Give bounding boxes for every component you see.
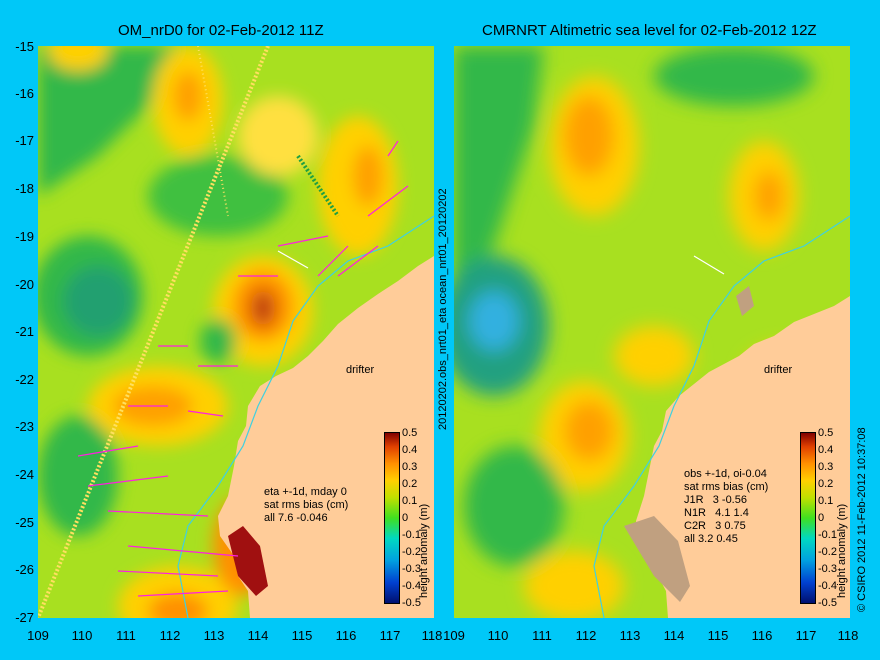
right-map-panel: drifter obs +-1d, oi-0.04 sat rms bias (… [454, 46, 850, 618]
right-map-field [454, 46, 850, 618]
right-map-title: CMRNRT Altimetric sea level for 02-Feb-2… [482, 22, 817, 39]
left-colorbar-label: height anomaly (m) [418, 503, 430, 598]
left-map-title: OM_nrD0 for 02-Feb-2012 11Z [118, 22, 324, 39]
left-map-field [38, 46, 434, 618]
middle-vertical-label: 20120202.obs_nrt01_eta ocean_nrt01_20120… [437, 188, 449, 430]
copyright-label: © CSIRO 2012 11-Feb-2012 10:37:08 [856, 427, 868, 612]
drifter-label-right: drifter [764, 364, 793, 376]
right-colorbar [800, 432, 816, 604]
right-colorbar-label: height anomaly (m) [836, 503, 848, 598]
right-stats: obs +-1d, oi-0.04 sat rms bias (cm) J1R … [684, 468, 769, 545]
left-colorbar [384, 432, 400, 604]
drifter-label: drifter [346, 364, 375, 376]
left-map-panel: drifter eta +-1d, mday 0 sat rms bias (c… [38, 46, 434, 618]
left-stats: eta +-1d, mday 0 sat rms bias (cm) all 7… [264, 486, 349, 524]
